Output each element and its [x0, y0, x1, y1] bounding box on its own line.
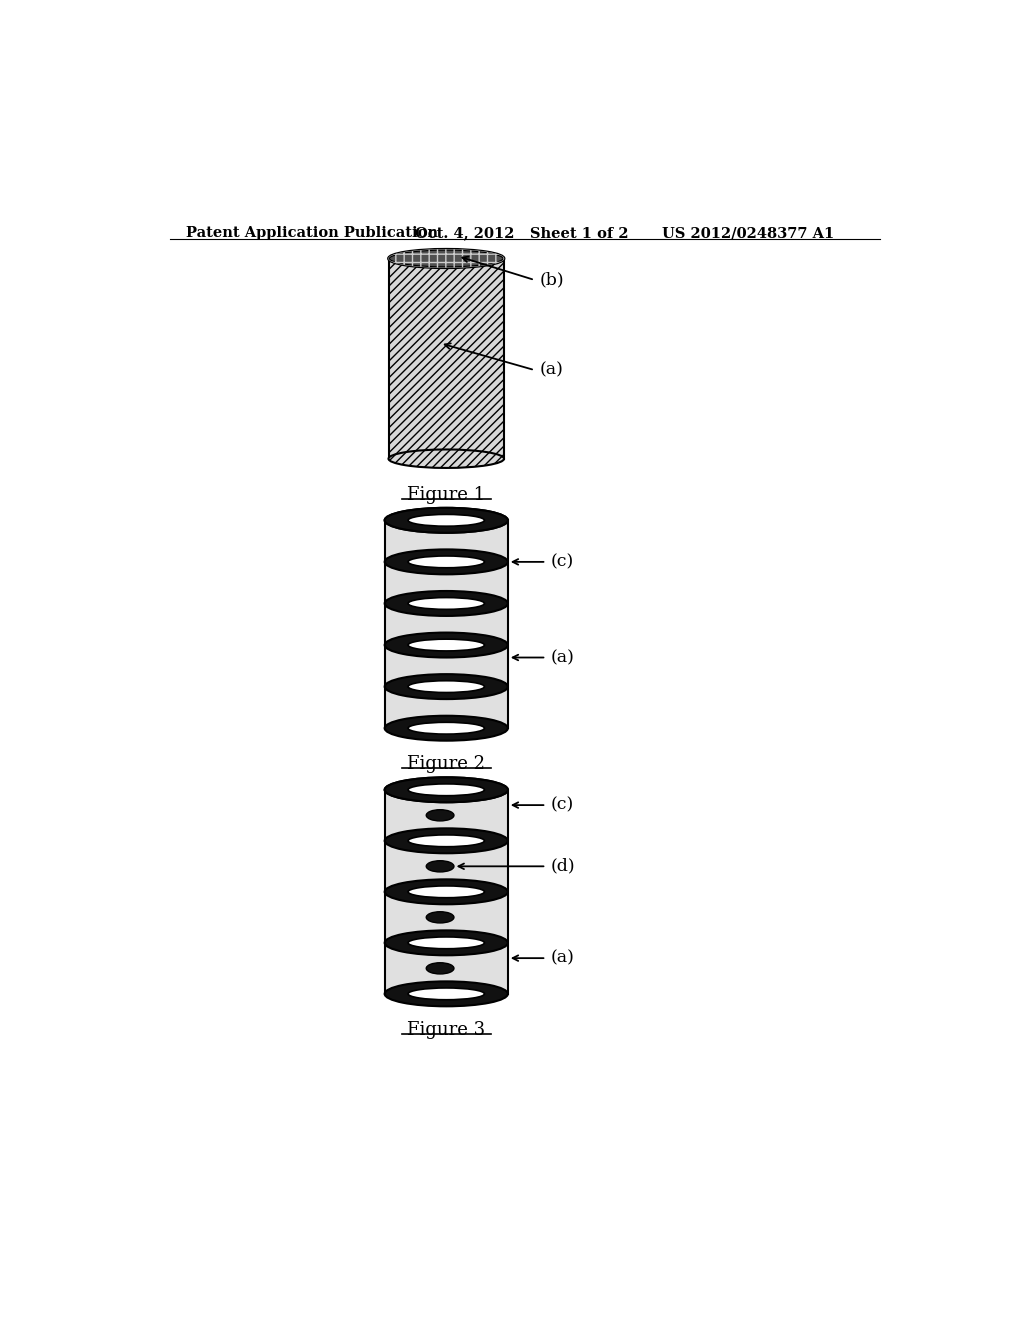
- Ellipse shape: [409, 784, 484, 796]
- Text: Oct. 4, 2012   Sheet 1 of 2: Oct. 4, 2012 Sheet 1 of 2: [416, 226, 629, 240]
- Text: (b): (b): [540, 272, 564, 289]
- Ellipse shape: [385, 879, 508, 904]
- Ellipse shape: [409, 784, 484, 796]
- Ellipse shape: [388, 449, 504, 469]
- Text: (a): (a): [551, 949, 574, 966]
- Text: Figure 3: Figure 3: [408, 1020, 485, 1039]
- Text: Patent Application Publication: Patent Application Publication: [186, 226, 438, 240]
- Ellipse shape: [409, 556, 484, 568]
- Ellipse shape: [385, 508, 508, 533]
- Text: Figure 1: Figure 1: [408, 486, 485, 504]
- Polygon shape: [388, 259, 504, 459]
- Ellipse shape: [409, 515, 484, 527]
- Ellipse shape: [409, 886, 484, 898]
- Ellipse shape: [409, 836, 484, 846]
- Ellipse shape: [385, 981, 508, 1006]
- Ellipse shape: [426, 912, 454, 923]
- Ellipse shape: [388, 249, 504, 268]
- Ellipse shape: [426, 809, 454, 821]
- Ellipse shape: [385, 829, 508, 853]
- Ellipse shape: [426, 861, 454, 873]
- Text: (c): (c): [551, 553, 574, 570]
- Ellipse shape: [426, 962, 454, 974]
- Polygon shape: [385, 789, 508, 994]
- Text: Figure 2: Figure 2: [408, 755, 485, 774]
- Ellipse shape: [409, 681, 484, 693]
- Ellipse shape: [409, 598, 484, 610]
- Text: (a): (a): [540, 362, 563, 379]
- Ellipse shape: [385, 549, 508, 574]
- Text: (a): (a): [551, 649, 574, 667]
- Ellipse shape: [385, 508, 508, 533]
- Ellipse shape: [409, 722, 484, 734]
- Text: (d): (d): [551, 858, 575, 875]
- Text: (c): (c): [551, 796, 574, 813]
- Ellipse shape: [409, 515, 484, 527]
- Ellipse shape: [385, 931, 508, 956]
- Ellipse shape: [409, 987, 484, 999]
- Text: US 2012/0248377 A1: US 2012/0248377 A1: [662, 226, 835, 240]
- Polygon shape: [385, 520, 508, 729]
- Ellipse shape: [385, 777, 508, 803]
- Ellipse shape: [385, 591, 508, 616]
- Ellipse shape: [385, 675, 508, 700]
- Ellipse shape: [385, 777, 508, 803]
- Ellipse shape: [409, 639, 484, 651]
- Ellipse shape: [385, 715, 508, 741]
- Ellipse shape: [385, 632, 508, 657]
- Ellipse shape: [409, 937, 484, 949]
